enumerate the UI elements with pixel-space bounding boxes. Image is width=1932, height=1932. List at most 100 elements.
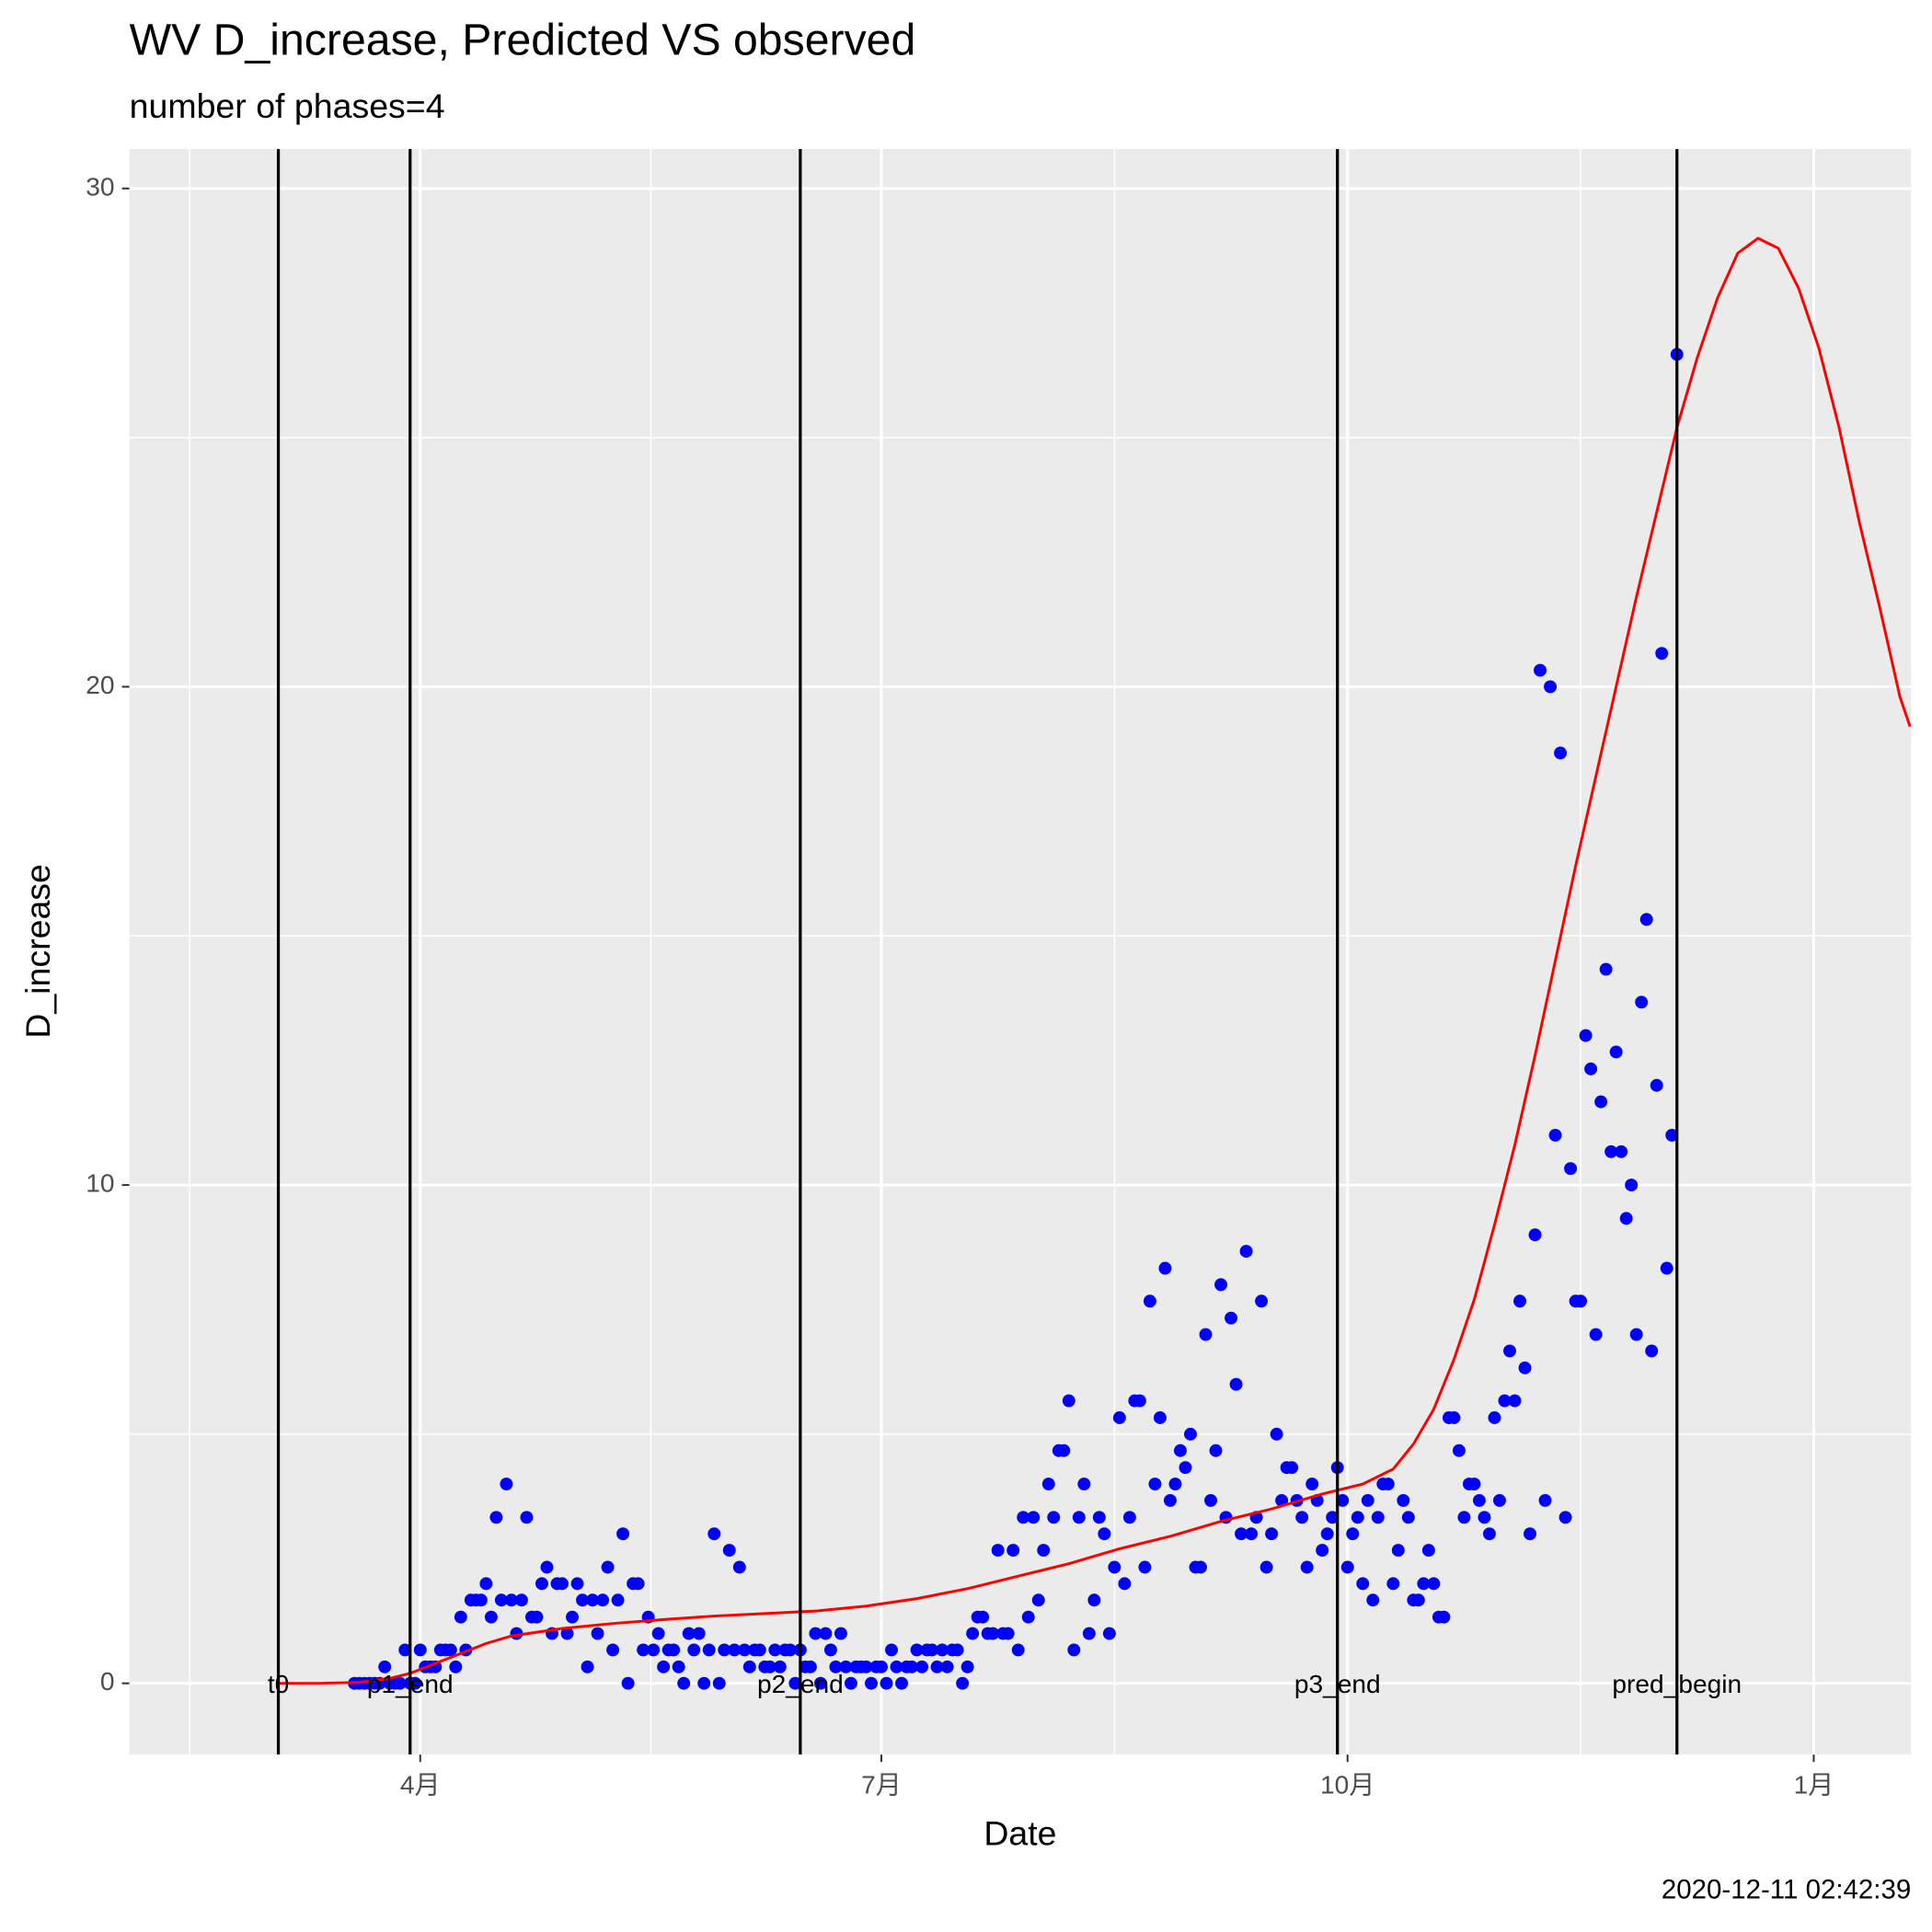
point: [768, 1643, 782, 1657]
point: [1629, 1328, 1643, 1341]
point: [1351, 1511, 1364, 1524]
point: [667, 1643, 681, 1657]
point: [1589, 1328, 1603, 1341]
point: [443, 1643, 457, 1657]
point: [1452, 1443, 1466, 1457]
point: [1295, 1511, 1309, 1524]
point: [991, 1544, 1005, 1558]
chart-subtitle: number of phases=4: [130, 86, 445, 125]
point: [1635, 995, 1649, 1009]
point: [535, 1577, 548, 1591]
point: [956, 1676, 970, 1690]
point: [591, 1627, 604, 1640]
point: [1112, 1411, 1126, 1424]
point: [500, 1478, 513, 1491]
point: [1478, 1511, 1491, 1524]
point: [1255, 1294, 1269, 1308]
point: [611, 1593, 625, 1607]
point: [677, 1676, 691, 1690]
point: [581, 1660, 594, 1673]
point: [1041, 1478, 1055, 1491]
point: [1164, 1493, 1177, 1507]
point: [1554, 746, 1568, 760]
point: [712, 1676, 726, 1690]
point: [976, 1610, 990, 1624]
point: [915, 1660, 929, 1673]
point: [1265, 1527, 1279, 1541]
point: [1538, 1493, 1552, 1507]
point: [1174, 1443, 1187, 1457]
point: [408, 1676, 422, 1690]
point: [1564, 1162, 1578, 1176]
point: [1021, 1610, 1035, 1624]
point: [940, 1660, 954, 1673]
point: [1558, 1511, 1572, 1524]
point: [1534, 663, 1547, 677]
point: [1229, 1377, 1243, 1391]
point: [1650, 1078, 1663, 1092]
point: [829, 1660, 843, 1673]
point: [1245, 1527, 1259, 1541]
point: [1225, 1311, 1238, 1325]
point: [1062, 1394, 1075, 1408]
point: [570, 1577, 584, 1591]
point: [1503, 1344, 1516, 1358]
point: [1259, 1560, 1273, 1574]
point: [1584, 1062, 1598, 1075]
point: [1421, 1544, 1435, 1558]
phase-label: p3_end: [1294, 1670, 1381, 1698]
phase-label: p2_end: [757, 1670, 844, 1698]
point: [702, 1643, 716, 1657]
point: [1356, 1577, 1370, 1591]
point: [722, 1544, 736, 1558]
point: [596, 1593, 610, 1607]
point: [823, 1643, 837, 1657]
point: [560, 1627, 574, 1640]
point: [1118, 1577, 1132, 1591]
point: [484, 1610, 498, 1624]
point: [839, 1660, 853, 1673]
point: [1472, 1493, 1486, 1507]
point: [773, 1660, 787, 1673]
point: [1285, 1461, 1299, 1475]
point: [1417, 1577, 1431, 1591]
point: [1437, 1610, 1451, 1624]
point: [875, 1660, 888, 1673]
point: [494, 1593, 508, 1607]
point: [692, 1627, 706, 1640]
point: [1158, 1261, 1172, 1275]
point: [1092, 1511, 1106, 1524]
point: [1037, 1544, 1051, 1558]
point: [647, 1643, 661, 1657]
point: [966, 1627, 980, 1640]
point: [697, 1676, 711, 1690]
point: [1270, 1427, 1283, 1441]
point: [1401, 1511, 1415, 1524]
point: [1168, 1478, 1182, 1491]
point: [1098, 1527, 1111, 1541]
point: [449, 1660, 463, 1673]
point: [1574, 1294, 1588, 1308]
x-tick-label: 7月: [861, 1770, 902, 1799]
point: [1498, 1394, 1512, 1408]
point: [1548, 1128, 1562, 1142]
point: [1027, 1511, 1041, 1524]
point: [1645, 1344, 1659, 1358]
point: [753, 1643, 766, 1657]
point: [1579, 1029, 1593, 1042]
y-tick-label: 10: [86, 1168, 114, 1197]
point: [707, 1527, 721, 1541]
point: [1077, 1478, 1091, 1491]
point: [616, 1527, 630, 1541]
point: [809, 1627, 822, 1640]
point: [950, 1643, 964, 1657]
point: [1305, 1478, 1319, 1491]
point: [728, 1643, 742, 1657]
point: [926, 1643, 939, 1657]
point: [788, 1676, 802, 1690]
point: [514, 1593, 528, 1607]
point: [520, 1511, 534, 1524]
point: [398, 1643, 412, 1657]
chart-title: WV D_increase, Predicted VS observed: [130, 16, 916, 65]
